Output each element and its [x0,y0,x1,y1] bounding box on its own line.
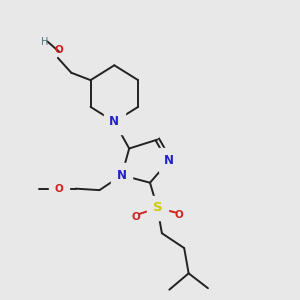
Text: N: N [164,154,174,167]
Text: O: O [175,210,183,220]
Text: O: O [132,212,140,222]
Text: H: H [41,37,48,46]
Text: O: O [55,184,64,194]
Text: N: N [117,169,127,182]
Text: N: N [109,115,119,128]
Text: O: O [55,46,64,56]
Text: S: S [153,202,162,214]
